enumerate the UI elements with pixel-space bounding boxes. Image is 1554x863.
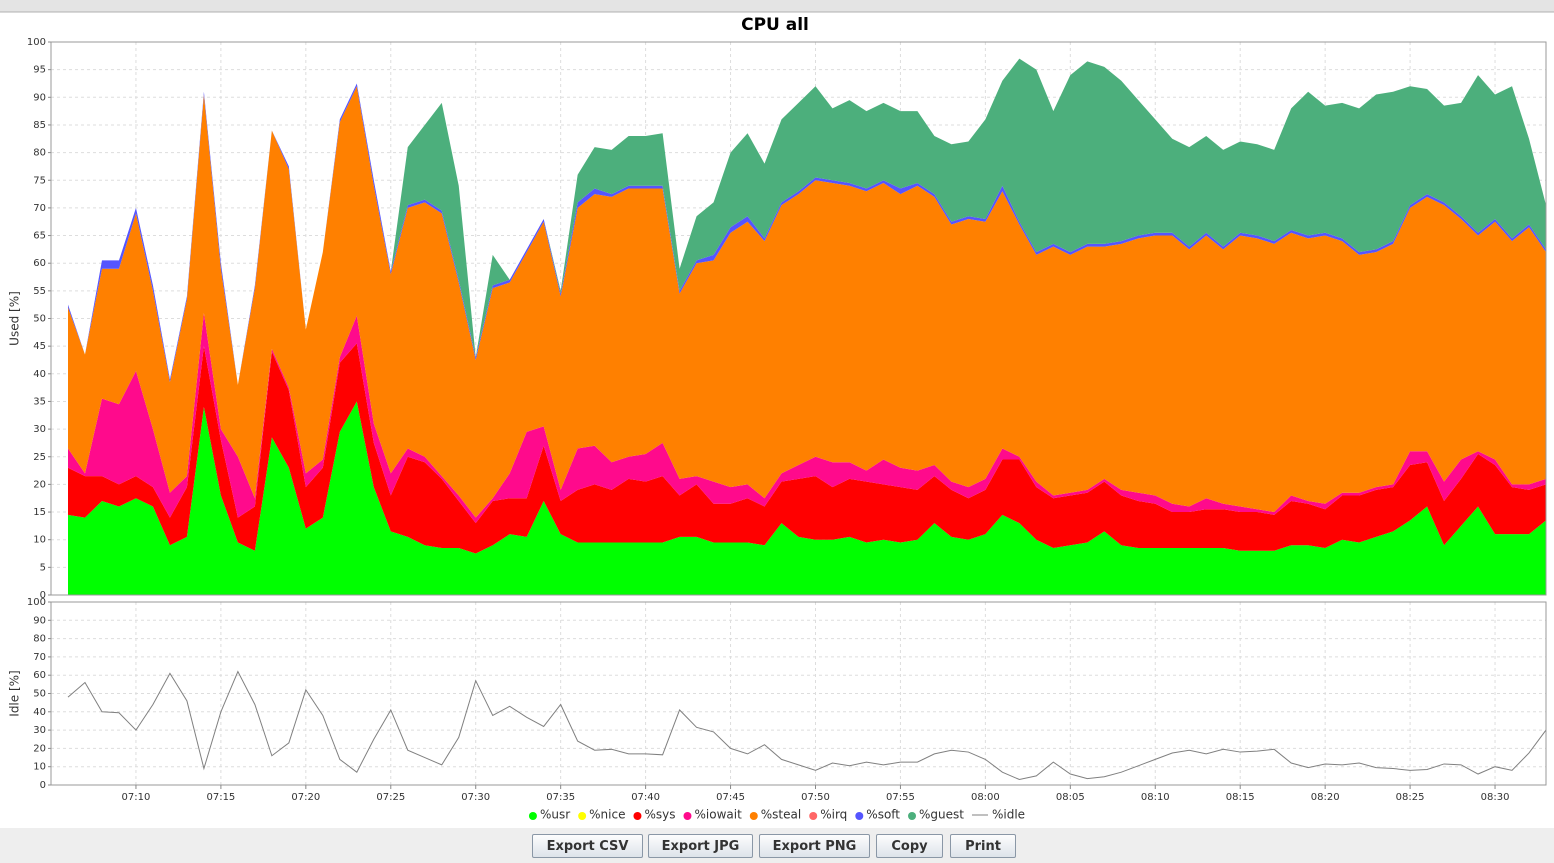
legend-marker <box>855 812 864 820</box>
y-tick-label: 60 <box>33 258 46 269</box>
legend-label: %soft <box>866 808 900 822</box>
y-tick-label: 80 <box>33 634 46 645</box>
y-tick-label: 50 <box>33 314 46 325</box>
plot-border <box>50 41 1547 596</box>
y-tick-label: 40 <box>33 369 46 380</box>
export-csv-button[interactable]: Export CSV <box>532 834 643 858</box>
y-tick-label: 15 <box>33 507 46 518</box>
y-tick-label: 90 <box>33 615 46 626</box>
legend-marker <box>749 812 758 820</box>
legend-label: %steal <box>761 808 801 822</box>
print-button[interactable]: Print <box>950 834 1016 858</box>
legend-label: %nice <box>589 808 625 822</box>
y-tick-label: 0 <box>40 780 46 791</box>
y-axis-label: Used [%] <box>8 291 22 346</box>
export-jpg-button[interactable]: Export JPG <box>648 834 753 858</box>
area-sys <box>68 343 1546 554</box>
plot-area <box>50 601 1547 786</box>
line-idle <box>67 670 1547 781</box>
y-tick-label: 75 <box>33 175 46 186</box>
legend-label: %iowait <box>694 808 742 822</box>
x-tick-label: 07:40 <box>631 792 660 803</box>
chart: CPU all 0 5 10 15 20 25 30 35 40 45 50 55 60 65 70 75 80… <box>0 0 1554 822</box>
area-usr <box>68 401 1546 595</box>
legend-label: %guest <box>919 808 964 822</box>
y-tick-label: 55 <box>33 286 46 297</box>
y-tick-label: 30 <box>33 424 46 435</box>
x-tick-label: 07:10 <box>122 792 151 803</box>
area-guest <box>68 58 1546 385</box>
y-tick-label: 95 <box>33 65 46 76</box>
x-tick-label: 08:15 <box>1226 792 1255 803</box>
export-png-button[interactable]: Export PNG <box>759 834 870 858</box>
x-tick-label: 07:50 <box>801 792 830 803</box>
x-tick-label: 07:30 <box>461 792 490 803</box>
chart-title: CPU all <box>741 15 809 35</box>
x-tick-label: 08:25 <box>1396 792 1425 803</box>
legend-marker <box>908 812 917 820</box>
legend-marker <box>633 812 642 820</box>
copy-button[interactable]: Copy <box>876 834 943 858</box>
x-tick-label: 08:20 <box>1311 792 1340 803</box>
y-tick-label: 0 <box>40 590 46 601</box>
legend-marker <box>528 812 537 820</box>
y-tick-label: 100 <box>27 597 46 608</box>
window-strip <box>0 0 1554 12</box>
y-tick-label: 60 <box>33 670 46 681</box>
x-tick-label: 07:45 <box>716 792 745 803</box>
y-tick-label: 10 <box>33 535 46 546</box>
y-tick-label: 40 <box>33 707 46 718</box>
y-tick-label: 65 <box>33 231 46 242</box>
x-tick-label: 08:30 <box>1481 792 1510 803</box>
y-tick-label: 70 <box>33 652 46 663</box>
y-tick-label: 70 <box>33 203 46 214</box>
x-tick-label: 08:00 <box>971 792 1000 803</box>
legend-label: %idle <box>992 808 1025 822</box>
y-tick-label: 10 <box>33 762 46 773</box>
y-tick-label: 20 <box>33 743 46 754</box>
legend-label: %irq <box>820 808 847 822</box>
y-tick-label: 20 <box>33 479 46 490</box>
y-tick-label: 85 <box>33 120 46 131</box>
y-tick-label: 25 <box>33 452 46 463</box>
area-steal <box>68 86 1546 518</box>
plot-border <box>50 601 1547 786</box>
legend-marker <box>683 812 692 820</box>
x-tick-label: 07:15 <box>206 792 235 803</box>
y-tick-label: 80 <box>33 148 46 159</box>
button-bar: Export CSV Export JPG Export PNG Copy Pr… <box>0 828 1554 863</box>
y-tick-label: 45 <box>33 341 46 352</box>
x-tick-label: 07:20 <box>291 792 320 803</box>
y-tick-label: 5 <box>40 562 46 573</box>
y-axis-label: Idle [%] <box>8 670 22 716</box>
y-tick-label: 100 <box>27 37 46 48</box>
legend-label: %sys <box>644 808 675 822</box>
x-tick-label: 08:05 <box>1056 792 1085 803</box>
y-tick-label: 30 <box>33 725 46 736</box>
y-tick-label: 50 <box>33 689 46 700</box>
x-tick-label: 07:35 <box>546 792 575 803</box>
x-tick-label: 07:55 <box>886 792 915 803</box>
x-tick-label: 07:25 <box>376 792 405 803</box>
legend-marker <box>809 812 818 820</box>
x-tick-label: 08:10 <box>1141 792 1170 803</box>
y-tick-label: 90 <box>33 92 46 103</box>
y-tick-label: 35 <box>33 396 46 407</box>
legend-marker <box>578 812 587 820</box>
legend-label: %usr <box>540 808 570 822</box>
